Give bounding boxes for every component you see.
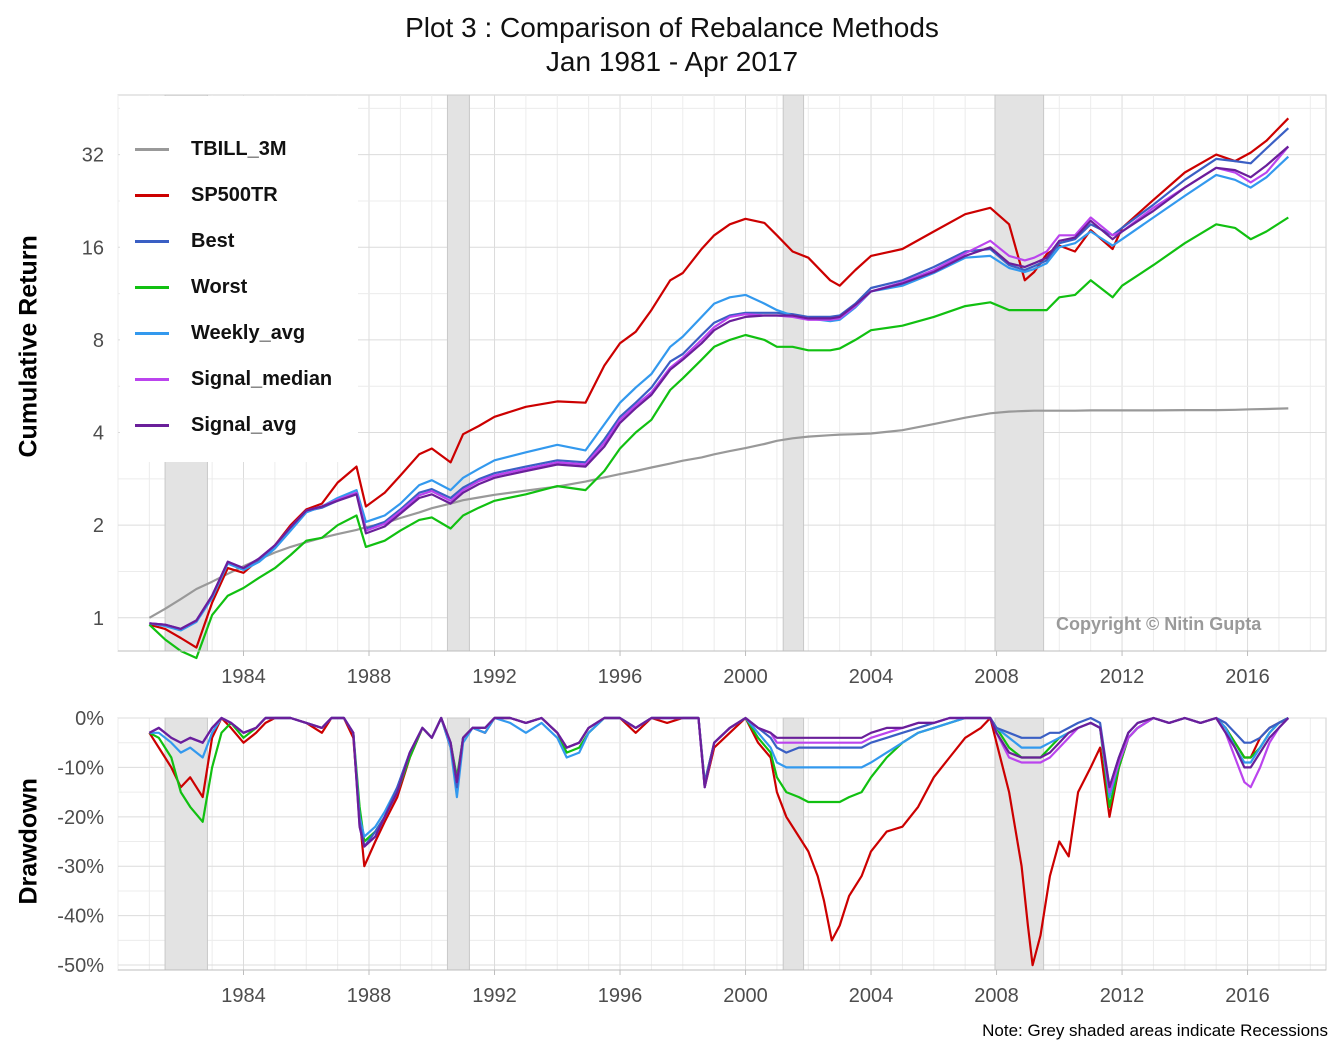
legend-item: Weekly_avg [135, 321, 305, 345]
drawdown-panel: 1984 1988 1992 1996 2000 2004 2008 2012 2016 0% -1… [57, 708, 1327, 1007]
legend-item: Signal_median [135, 367, 332, 391]
legend-label: Signal_median [191, 367, 333, 390]
legend-label: Worst [191, 275, 248, 298]
legend-label: Signal_avg [191, 413, 297, 436]
x-tick-label: 2000 [723, 666, 768, 688]
plot-area [117, 717, 1327, 971]
recession-band [446, 94, 470, 652]
legend-label: TBILL_3M [191, 137, 287, 160]
y-axis-label-drawdown: Drawdown [14, 778, 43, 905]
x-tick-label: 1988 [347, 666, 392, 688]
x-tick-label: 1984 [221, 985, 266, 1007]
legend-item: TBILL_3M [135, 137, 287, 161]
y-tick-label: 2 [93, 515, 104, 537]
legend-swatch [135, 147, 169, 151]
x-tick-label: 1996 [598, 666, 643, 688]
recession-band [782, 717, 805, 971]
chart-title: Plot 3 : Comparison of Rebalance Methods [405, 12, 939, 43]
y-tick-label: -40% [57, 906, 104, 928]
x-tick-label: 2008 [974, 666, 1019, 688]
legend-swatch [135, 377, 169, 381]
y-tick-label: -50% [57, 955, 104, 977]
x-tick-label: 1992 [472, 666, 517, 688]
y-tick-label: 1 [93, 608, 104, 630]
legend-label: SP500TR [191, 183, 278, 206]
y-tick-label: -20% [57, 807, 104, 829]
x-tick-label: 2012 [1100, 985, 1145, 1007]
legend-swatch [135, 423, 169, 427]
x-tick-label: 1988 [347, 985, 392, 1007]
legend-swatch [135, 239, 169, 243]
y-tick-label: 8 [93, 330, 104, 352]
series-line-worst [148, 216, 1289, 660]
series-line-sp500tr [149, 117, 1290, 649]
y-tick-label: 4 [93, 423, 104, 445]
legend-label: Weekly_avg [191, 321, 306, 344]
legend-item: SP500TR [135, 183, 278, 207]
y-tick-label: -30% [57, 856, 104, 878]
x-tick-label: 2012 [1100, 666, 1145, 688]
legend-item: Best [135, 229, 234, 253]
x-tick-label: 1984 [221, 666, 266, 688]
series-line-signal_avg [149, 145, 1290, 631]
series-line-signal_avg [148, 716, 1290, 848]
legend-swatch [135, 331, 169, 335]
recession-band [782, 94, 805, 652]
copyright-notice: Copyright © Nitin Gupta [1056, 614, 1262, 634]
legend-item: Signal_avg [135, 413, 297, 437]
legend: TBILL_3M SP500TR Best Worst Weekly_avg S… [120, 96, 358, 462]
y-tick-label: 0% [75, 708, 104, 730]
recession-band [994, 94, 1045, 652]
x-tick-label: 2008 [974, 985, 1019, 1007]
y-tick-label: 32 [82, 145, 104, 167]
legend-swatch [135, 285, 169, 289]
x-tick-label: 2000 [723, 985, 768, 1007]
x-tick-label: 2004 [849, 666, 894, 688]
x-tick-label: 2016 [1225, 985, 1270, 1007]
x-tick-label: 1996 [598, 985, 643, 1007]
legend-swatch [135, 193, 169, 197]
footnote: Note: Grey shaded areas indicate Recessi… [982, 1021, 1328, 1040]
y-tick-label: 16 [82, 237, 104, 259]
legend-item: Worst [135, 275, 247, 299]
x-tick-label: 1992 [472, 985, 517, 1007]
x-tick-label: 2016 [1225, 666, 1270, 688]
chart-subtitle: Jan 1981 - Apr 2017 [545, 46, 799, 77]
y-tick-label: -10% [57, 757, 104, 779]
x-tick-label: 2004 [849, 985, 894, 1007]
legend-label: Best [191, 229, 235, 252]
y-axis-label-cumulative: Cumulative Return [14, 235, 43, 458]
